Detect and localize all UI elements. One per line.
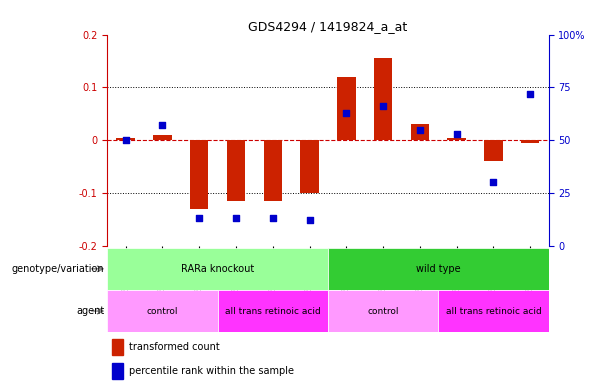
Bar [328, 248, 549, 290]
Bar [328, 290, 438, 332]
Bar [218, 290, 328, 332]
Bar [484, 140, 503, 161]
Text: percentile rank within the sample: percentile rank within the sample [129, 366, 294, 376]
Point [378, 103, 388, 109]
Bar [116, 137, 135, 140]
Bar [264, 140, 282, 201]
Bar [438, 290, 549, 332]
Bar [153, 135, 172, 140]
Bar [447, 137, 466, 140]
Point [415, 127, 425, 133]
Bar [411, 124, 429, 140]
Title: GDS4294 / 1419824_a_at: GDS4294 / 1419824_a_at [248, 20, 408, 33]
Text: wild type: wild type [416, 264, 460, 274]
Point [158, 122, 167, 129]
Bar [190, 140, 208, 209]
Bar [107, 290, 218, 332]
Bar [112, 363, 123, 379]
Text: genotype/variation: genotype/variation [12, 264, 104, 274]
Point [231, 215, 241, 221]
Bar [107, 248, 328, 290]
Text: control: control [367, 306, 399, 316]
Point [268, 215, 278, 221]
Point [525, 91, 535, 97]
Bar [374, 58, 392, 140]
Text: transformed count: transformed count [129, 342, 220, 352]
Point [341, 110, 351, 116]
Text: RARa knockout: RARa knockout [181, 264, 254, 274]
Bar [227, 140, 245, 201]
Bar [112, 339, 123, 355]
Bar [521, 140, 539, 143]
Point [489, 179, 498, 185]
Text: agent: agent [76, 306, 104, 316]
Text: control: control [147, 306, 178, 316]
Bar [300, 140, 319, 193]
Point [194, 215, 204, 221]
Text: all trans retinoic acid: all trans retinoic acid [225, 306, 321, 316]
Point [452, 131, 462, 137]
Point [305, 217, 314, 223]
Point [121, 137, 131, 143]
Text: all trans retinoic acid: all trans retinoic acid [446, 306, 541, 316]
Bar [337, 77, 356, 140]
